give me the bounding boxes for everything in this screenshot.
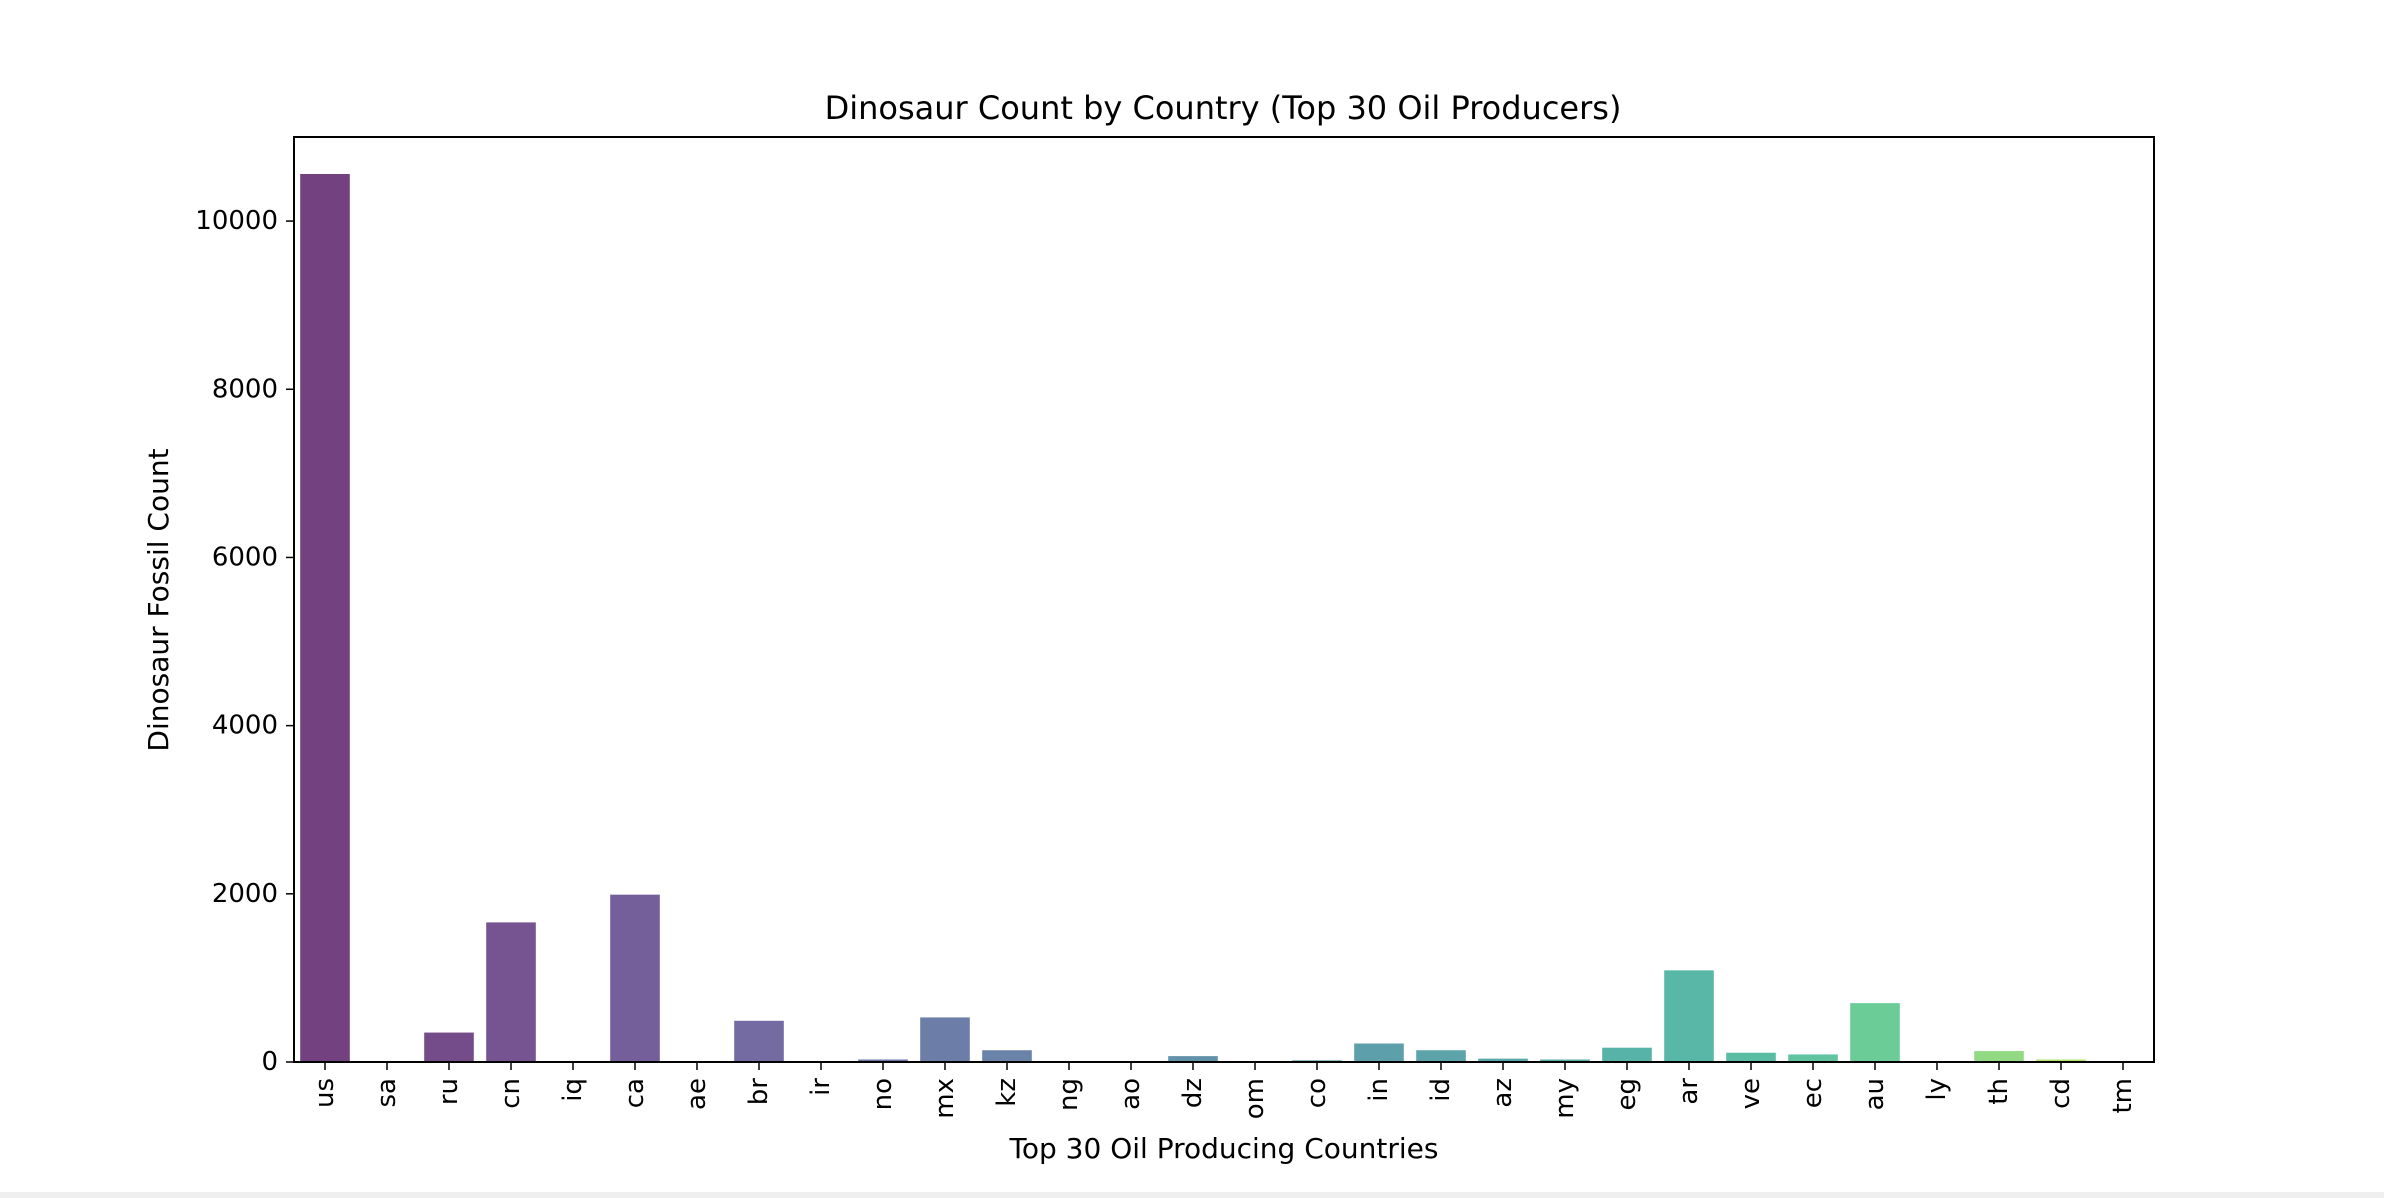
- x-tick-label: mx: [930, 1078, 960, 1119]
- x-tick-label: ec: [1798, 1078, 1828, 1108]
- x-tick-label: in: [1364, 1078, 1394, 1102]
- x-tick-label: eg: [1612, 1078, 1642, 1111]
- x-tick-label: dz: [1178, 1078, 1208, 1108]
- chart-title: Dinosaur Count by Country (Top 30 Oil Pr…: [825, 89, 1622, 127]
- x-tick-label: cn: [496, 1078, 526, 1109]
- bar-in: [1354, 1043, 1404, 1062]
- bar-cd: [2036, 1059, 2086, 1062]
- x-tick-label: au: [1860, 1078, 1890, 1110]
- bar-cn: [486, 922, 536, 1062]
- bar-au: [1850, 1003, 1900, 1062]
- bar-ec: [1788, 1054, 1838, 1062]
- plot-frame: [293, 136, 2155, 1063]
- x-tick-label: sa: [372, 1078, 402, 1107]
- bars-group: [300, 174, 2086, 1062]
- x-tick-label: az: [1488, 1078, 1518, 1108]
- bar-mx: [920, 1017, 970, 1062]
- x-tick-label: us: [310, 1078, 340, 1108]
- x-tick-label: no: [868, 1078, 898, 1110]
- y-tick-label: 2000: [212, 879, 278, 909]
- x-tick-label: ar: [1674, 1078, 1704, 1105]
- y-tick-label: 8000: [212, 374, 278, 404]
- x-tick-label: ir: [806, 1078, 836, 1096]
- bar-no: [858, 1059, 908, 1062]
- x-tick-label: th: [1984, 1078, 2014, 1105]
- y-axis-ticks: 0 2000 4000 6000 8000 10000: [195, 206, 294, 1077]
- x-tick-label: kz: [992, 1078, 1022, 1107]
- bar-ru: [424, 1032, 474, 1062]
- bar-dz: [1168, 1056, 1218, 1062]
- x-tick-label: ru: [434, 1078, 464, 1105]
- y-tick-label: 4000: [212, 711, 278, 741]
- y-tick-label: 6000: [212, 542, 278, 572]
- bar-ca: [610, 894, 660, 1062]
- x-tick-label: cd: [2046, 1078, 2076, 1109]
- x-tick-label: br: [744, 1078, 774, 1106]
- y-axis-label: Dinosaur Fossil Count: [142, 448, 175, 751]
- x-axis-label: Top 30 Oil Producing Countries: [1009, 1132, 1439, 1165]
- x-tick-label: ae: [682, 1078, 712, 1110]
- bar-kz: [982, 1050, 1032, 1062]
- bar-th: [1974, 1051, 2024, 1062]
- bar-br: [734, 1020, 784, 1062]
- x-tick-label: om: [1240, 1078, 1270, 1119]
- x-tick-label: my: [1550, 1078, 1580, 1119]
- x-tick-label: co: [1302, 1078, 1332, 1108]
- x-tick-label: iq: [558, 1078, 588, 1102]
- x-tick-label: ao: [1116, 1078, 1146, 1110]
- x-tick-label: tm: [2108, 1078, 2138, 1114]
- y-tick-label: 10000: [195, 206, 278, 236]
- bar-my: [1540, 1059, 1590, 1062]
- x-tick-label: ly: [1922, 1078, 1952, 1101]
- y-tick-label: 0: [261, 1047, 278, 1077]
- bar-ve: [1726, 1052, 1776, 1062]
- bar-eg: [1602, 1047, 1652, 1062]
- bar-us: [300, 174, 350, 1062]
- bar-ar: [1664, 970, 1714, 1062]
- bottom-strip: [0, 1192, 2384, 1198]
- x-tick-label: ve: [1736, 1078, 1766, 1109]
- x-tick-label: id: [1426, 1078, 1456, 1102]
- bar-az: [1478, 1058, 1528, 1062]
- x-axis-ticks: us sa ru cn iq ca ae br ir no mx kz ng ao dz om co in id az…: [310, 1062, 2138, 1119]
- bar-id: [1416, 1050, 1466, 1062]
- x-tick-label: ca: [620, 1078, 650, 1108]
- x-tick-label: ng: [1054, 1078, 1084, 1111]
